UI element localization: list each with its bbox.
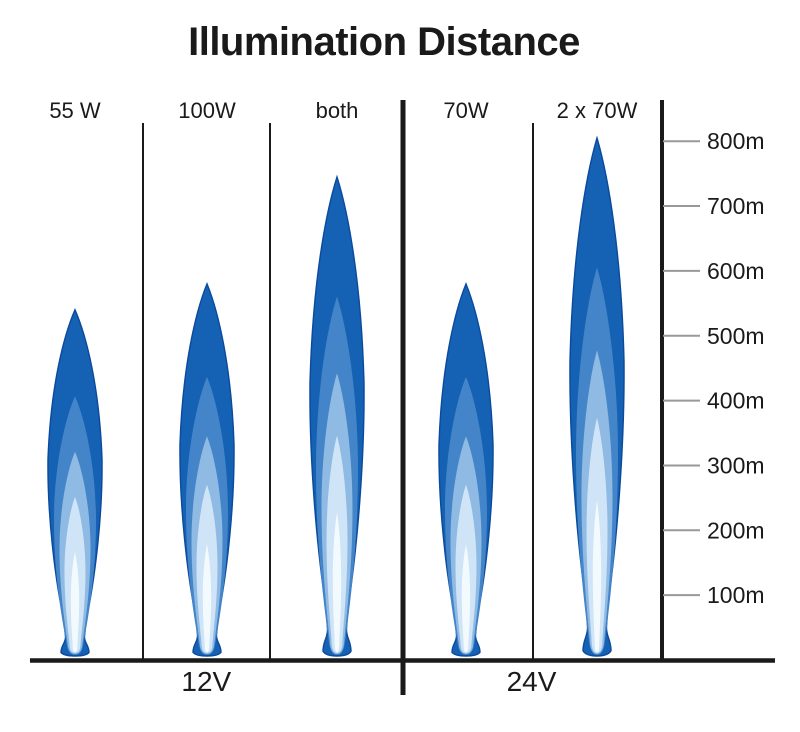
beam-both xyxy=(309,174,365,657)
ytick-label-800m: 800m xyxy=(707,128,765,154)
beam-layer-4 xyxy=(461,544,471,652)
ytick-label-500m: 500m xyxy=(707,323,765,349)
beam-70w xyxy=(438,282,494,657)
beam-layer-4 xyxy=(70,552,80,652)
column-label-both: both xyxy=(316,98,359,123)
beam-layer-4 xyxy=(202,544,212,652)
ytick-label-400m: 400m xyxy=(707,388,765,414)
column-label-55-w: 55 W xyxy=(49,98,101,123)
ytick-label-600m: 600m xyxy=(707,258,765,284)
ytick-label-100m: 100m xyxy=(707,582,765,608)
beam-55-w xyxy=(47,308,103,657)
ytick-label-700m: 700m xyxy=(707,193,765,219)
group-label-24v: 24V xyxy=(507,666,557,697)
column-label-100w: 100W xyxy=(178,98,236,123)
column-label-70w: 70W xyxy=(443,98,488,123)
beam-100w xyxy=(179,282,235,657)
group-label-12v: 12V xyxy=(181,666,231,697)
beam-2-x-70w xyxy=(569,135,625,657)
beam-layer-4 xyxy=(332,512,342,652)
column-label-2-x-70w: 2 x 70W xyxy=(557,98,638,123)
ytick-label-300m: 300m xyxy=(707,452,765,478)
beam-layer-4 xyxy=(592,500,602,652)
chart-title: Illumination Distance xyxy=(188,20,580,64)
ytick-label-200m: 200m xyxy=(707,517,765,543)
